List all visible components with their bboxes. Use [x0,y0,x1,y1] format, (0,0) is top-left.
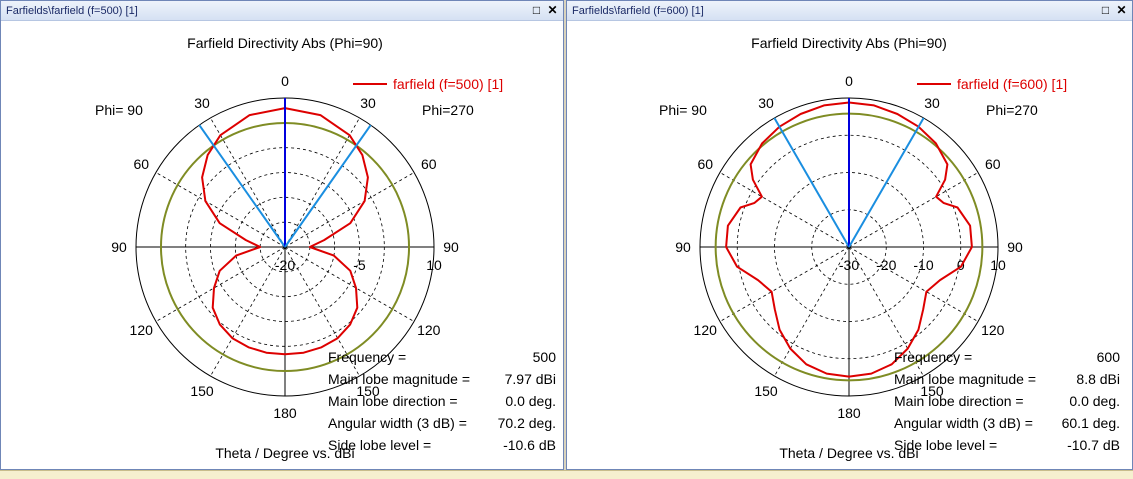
info-value: -10.7 dB [1067,437,1120,453]
grid-spoke [848,246,979,322]
angle-tick-label: 90 [675,239,691,255]
grid-spoke [155,172,286,248]
radial-tick-label: -5 [353,257,366,273]
info-value: 8.8 dBi [1076,371,1120,387]
info-value: -10.6 dB [503,437,556,453]
angle-tick-label: 60 [133,156,149,172]
window-titlebar[interactable]: Farfields\farfield (f=500) [1] □ ✕ [1,1,563,21]
pattern-curve [725,101,973,378]
beamwidth-line [773,117,850,248]
angle-tick-label: 150 [356,383,380,399]
angle-tick-label: 180 [837,405,861,421]
radial-tick-label: -10 [913,257,933,273]
info-label: Main lobe magnitude = [328,371,470,387]
grid-spoke [284,117,360,248]
angle-tick-label: 30 [360,95,376,111]
grid-spoke [848,246,924,377]
info-value: 70.2 deg. [498,415,556,431]
angle-tick-label: 120 [981,322,1005,338]
info-value: 600 [1097,349,1121,365]
angle-tick-label: 60 [697,156,713,172]
angle-tick-label: 150 [754,383,778,399]
restore-window-icon[interactable]: □ [532,3,541,17]
grid-spoke [719,172,850,248]
close-icon[interactable]: ✕ [547,3,558,17]
grid-spoke [284,172,415,248]
close-icon[interactable]: ✕ [1116,3,1127,17]
legend-label: farfield (f=500) [1] [393,76,503,92]
grid-spoke [719,246,850,322]
farfield-window-500: Farfields\farfield (f=500) [1] □ ✕ Farfi… [0,0,564,470]
phi-left-label: Phi= 90 [95,102,143,118]
angle-tick-label: 150 [920,383,944,399]
grid-spoke [774,246,850,377]
info-value: 60.1 deg. [1062,415,1120,431]
info-label: Side lobe level = [328,437,431,453]
radial-tick-label: -20 [275,257,295,273]
chart-title: Farfield Directivity Abs (Phi=90) [187,35,383,51]
angle-tick-label: 90 [1007,239,1023,255]
radial-tick-label: 10 [990,257,1006,273]
grid-spoke [155,246,286,322]
polar-chart: Farfield Directivity Abs (Phi=90) farfiel… [95,35,557,461]
angle-tick-label: 180 [273,405,297,421]
pattern-curve [201,107,369,356]
info-value: 7.97 dBi [505,371,556,387]
grid-spoke [284,246,360,377]
info-label: Main lobe direction = [894,393,1024,409]
polar-chart: Farfield Directivity Abs (Phi=90) farfiel… [659,35,1121,461]
grid-spoke [284,246,415,322]
angle-tick-label: 150 [190,383,214,399]
info-value: 0.0 deg. [505,393,556,409]
angle-tick-label: 30 [194,95,210,111]
info-label: Angular width (3 dB) = [894,415,1033,431]
legend-label: farfield (f=600) [1] [957,76,1067,92]
angle-tick-label: 30 [924,95,940,111]
phi-right-label: Phi=270 [422,102,474,118]
angle-tick-label: 90 [443,239,459,255]
restore-window-icon[interactable]: □ [1101,3,1110,17]
window-titlebar[interactable]: Farfields\farfield (f=600) [1] □ ✕ [567,1,1132,21]
angle-tick-label: 60 [421,156,437,172]
radial-tick-label: 10 [426,257,442,273]
beamwidth-line [284,124,372,248]
chart-title: Farfield Directivity Abs (Phi=90) [751,35,947,51]
info-value: 500 [533,349,557,365]
beamwidth-line [848,117,925,248]
angle-tick-label: 30 [758,95,774,111]
angle-tick-label: 120 [417,322,441,338]
grid-spoke [848,172,979,248]
angle-tick-label: 0 [281,73,289,89]
info-label: Side lobe level = [894,437,997,453]
radial-tick-label: -30 [839,257,859,273]
angle-tick-label: 120 [130,322,154,338]
info-label: Main lobe direction = [328,393,458,409]
phi-left-label: Phi= 90 [659,102,707,118]
info-value: 0.0 deg. [1069,393,1120,409]
beamwidth-line [198,124,286,248]
angle-tick-label: 60 [985,156,1001,172]
angle-tick-label: 0 [845,73,853,89]
grid-spoke [210,117,286,248]
radial-tick-label: -20 [876,257,896,273]
angle-tick-label: 120 [694,322,718,338]
x-axis-label: Theta / Degree vs. dBi [215,445,354,461]
phi-right-label: Phi=270 [986,102,1038,118]
status-strip [0,470,1133,479]
grid-spoke [210,246,286,377]
x-axis-label: Theta / Degree vs. dBi [779,445,918,461]
window-title: Farfields\farfield (f=600) [1] [572,5,704,17]
window-title: Farfields\farfield (f=500) [1] [6,5,138,17]
farfield-window-600: Farfields\farfield (f=600) [1] □ ✕ Farfi… [566,0,1133,470]
info-label: Angular width (3 dB) = [328,415,467,431]
info-label: Frequency = [894,349,972,365]
info-label: Frequency = [328,349,406,365]
info-label: Main lobe magnitude = [894,371,1036,387]
angle-tick-label: 90 [111,239,127,255]
